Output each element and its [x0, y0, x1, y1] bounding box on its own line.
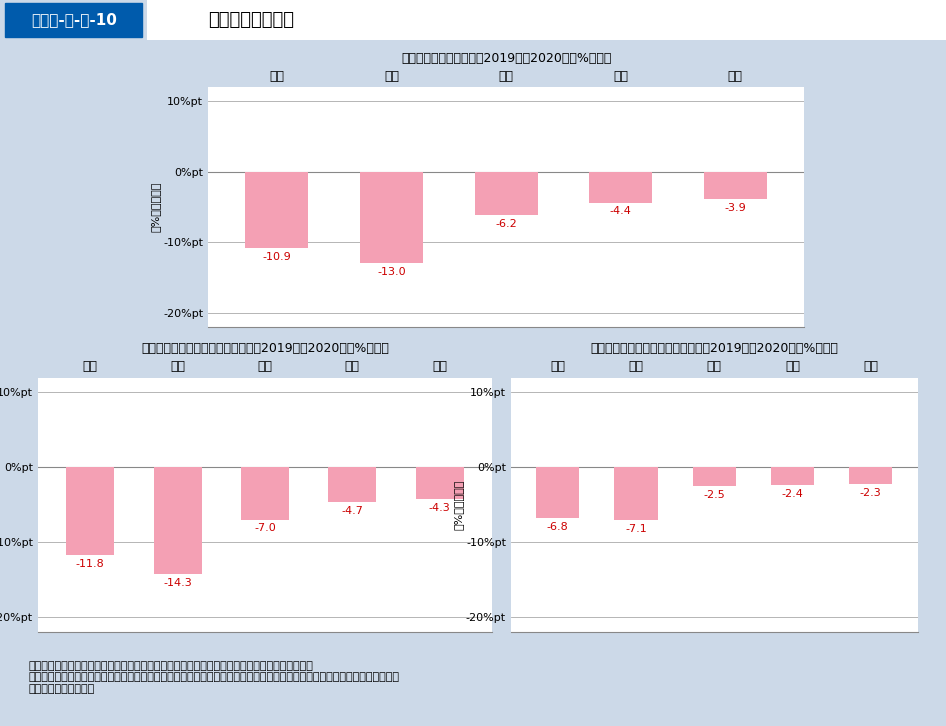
Text: -11.8: -11.8	[76, 559, 105, 569]
Text: -4.3: -4.3	[429, 503, 450, 513]
Text: 病院経営状況調査: 病院経営状況調査	[208, 11, 294, 29]
Title: コロナ受入あり：医業利益の推移（2019年と2020年の%の差）: コロナ受入あり：医業利益の推移（2019年と2020年の%の差）	[141, 342, 389, 355]
Text: -2.3: -2.3	[860, 488, 882, 498]
Bar	[475, 171, 537, 216]
Bar	[704, 171, 767, 199]
Bar	[153, 468, 201, 574]
Text: 図表１-２-５-10: 図表１-２-５-10	[31, 12, 116, 28]
Bar	[66, 468, 114, 555]
Y-axis label: （%ポイント）: （%ポイント）	[150, 182, 161, 232]
Bar	[328, 468, 377, 502]
Text: -4.7: -4.7	[342, 506, 363, 516]
Text: -10.9: -10.9	[262, 252, 291, 262]
FancyBboxPatch shape	[5, 3, 142, 37]
Bar	[360, 171, 423, 264]
Bar	[850, 468, 892, 484]
Bar	[241, 468, 289, 520]
Text: -6.2: -6.2	[496, 219, 517, 229]
Bar	[692, 468, 736, 486]
Bar	[245, 171, 308, 248]
FancyBboxPatch shape	[147, 0, 946, 40]
Y-axis label: （%ポイント）: （%ポイント）	[453, 479, 464, 530]
Bar	[589, 171, 652, 203]
Text: -2.5: -2.5	[704, 489, 725, 499]
Bar	[536, 468, 579, 518]
Text: -13.0: -13.0	[377, 266, 406, 277]
Text: -14.3: -14.3	[163, 578, 192, 588]
Title: 全国：医業利益の推移（2019年と2020年の%の差）: 全国：医業利益の推移（2019年と2020年の%の差）	[401, 52, 611, 65]
Text: -3.9: -3.9	[725, 203, 746, 213]
Text: -2.4: -2.4	[781, 489, 803, 499]
Bar	[415, 468, 464, 499]
Text: -7.0: -7.0	[254, 523, 275, 534]
Bar	[771, 468, 814, 485]
Title: コロナ受入なし：医業利益の推移（2019年と2020年の%の差）: コロナ受入なし：医業利益の推移（2019年と2020年の%の差）	[590, 342, 838, 355]
Bar	[615, 468, 657, 521]
Text: -4.4: -4.4	[610, 206, 632, 216]
Text: -6.8: -6.8	[547, 522, 569, 531]
Text: 資料：一般社団法人日本病院会、公益社団法人全日本病院協会、一般社団法人日本医療法人協会
　　　「新型コロナウイルス感染拡大による病院経営状況の調査」より厚生労働: 資料：一般社団法人日本病院会、公益社団法人全日本病院協会、一般社団法人日本医療法…	[28, 661, 399, 694]
Text: -7.1: -7.1	[625, 524, 647, 534]
